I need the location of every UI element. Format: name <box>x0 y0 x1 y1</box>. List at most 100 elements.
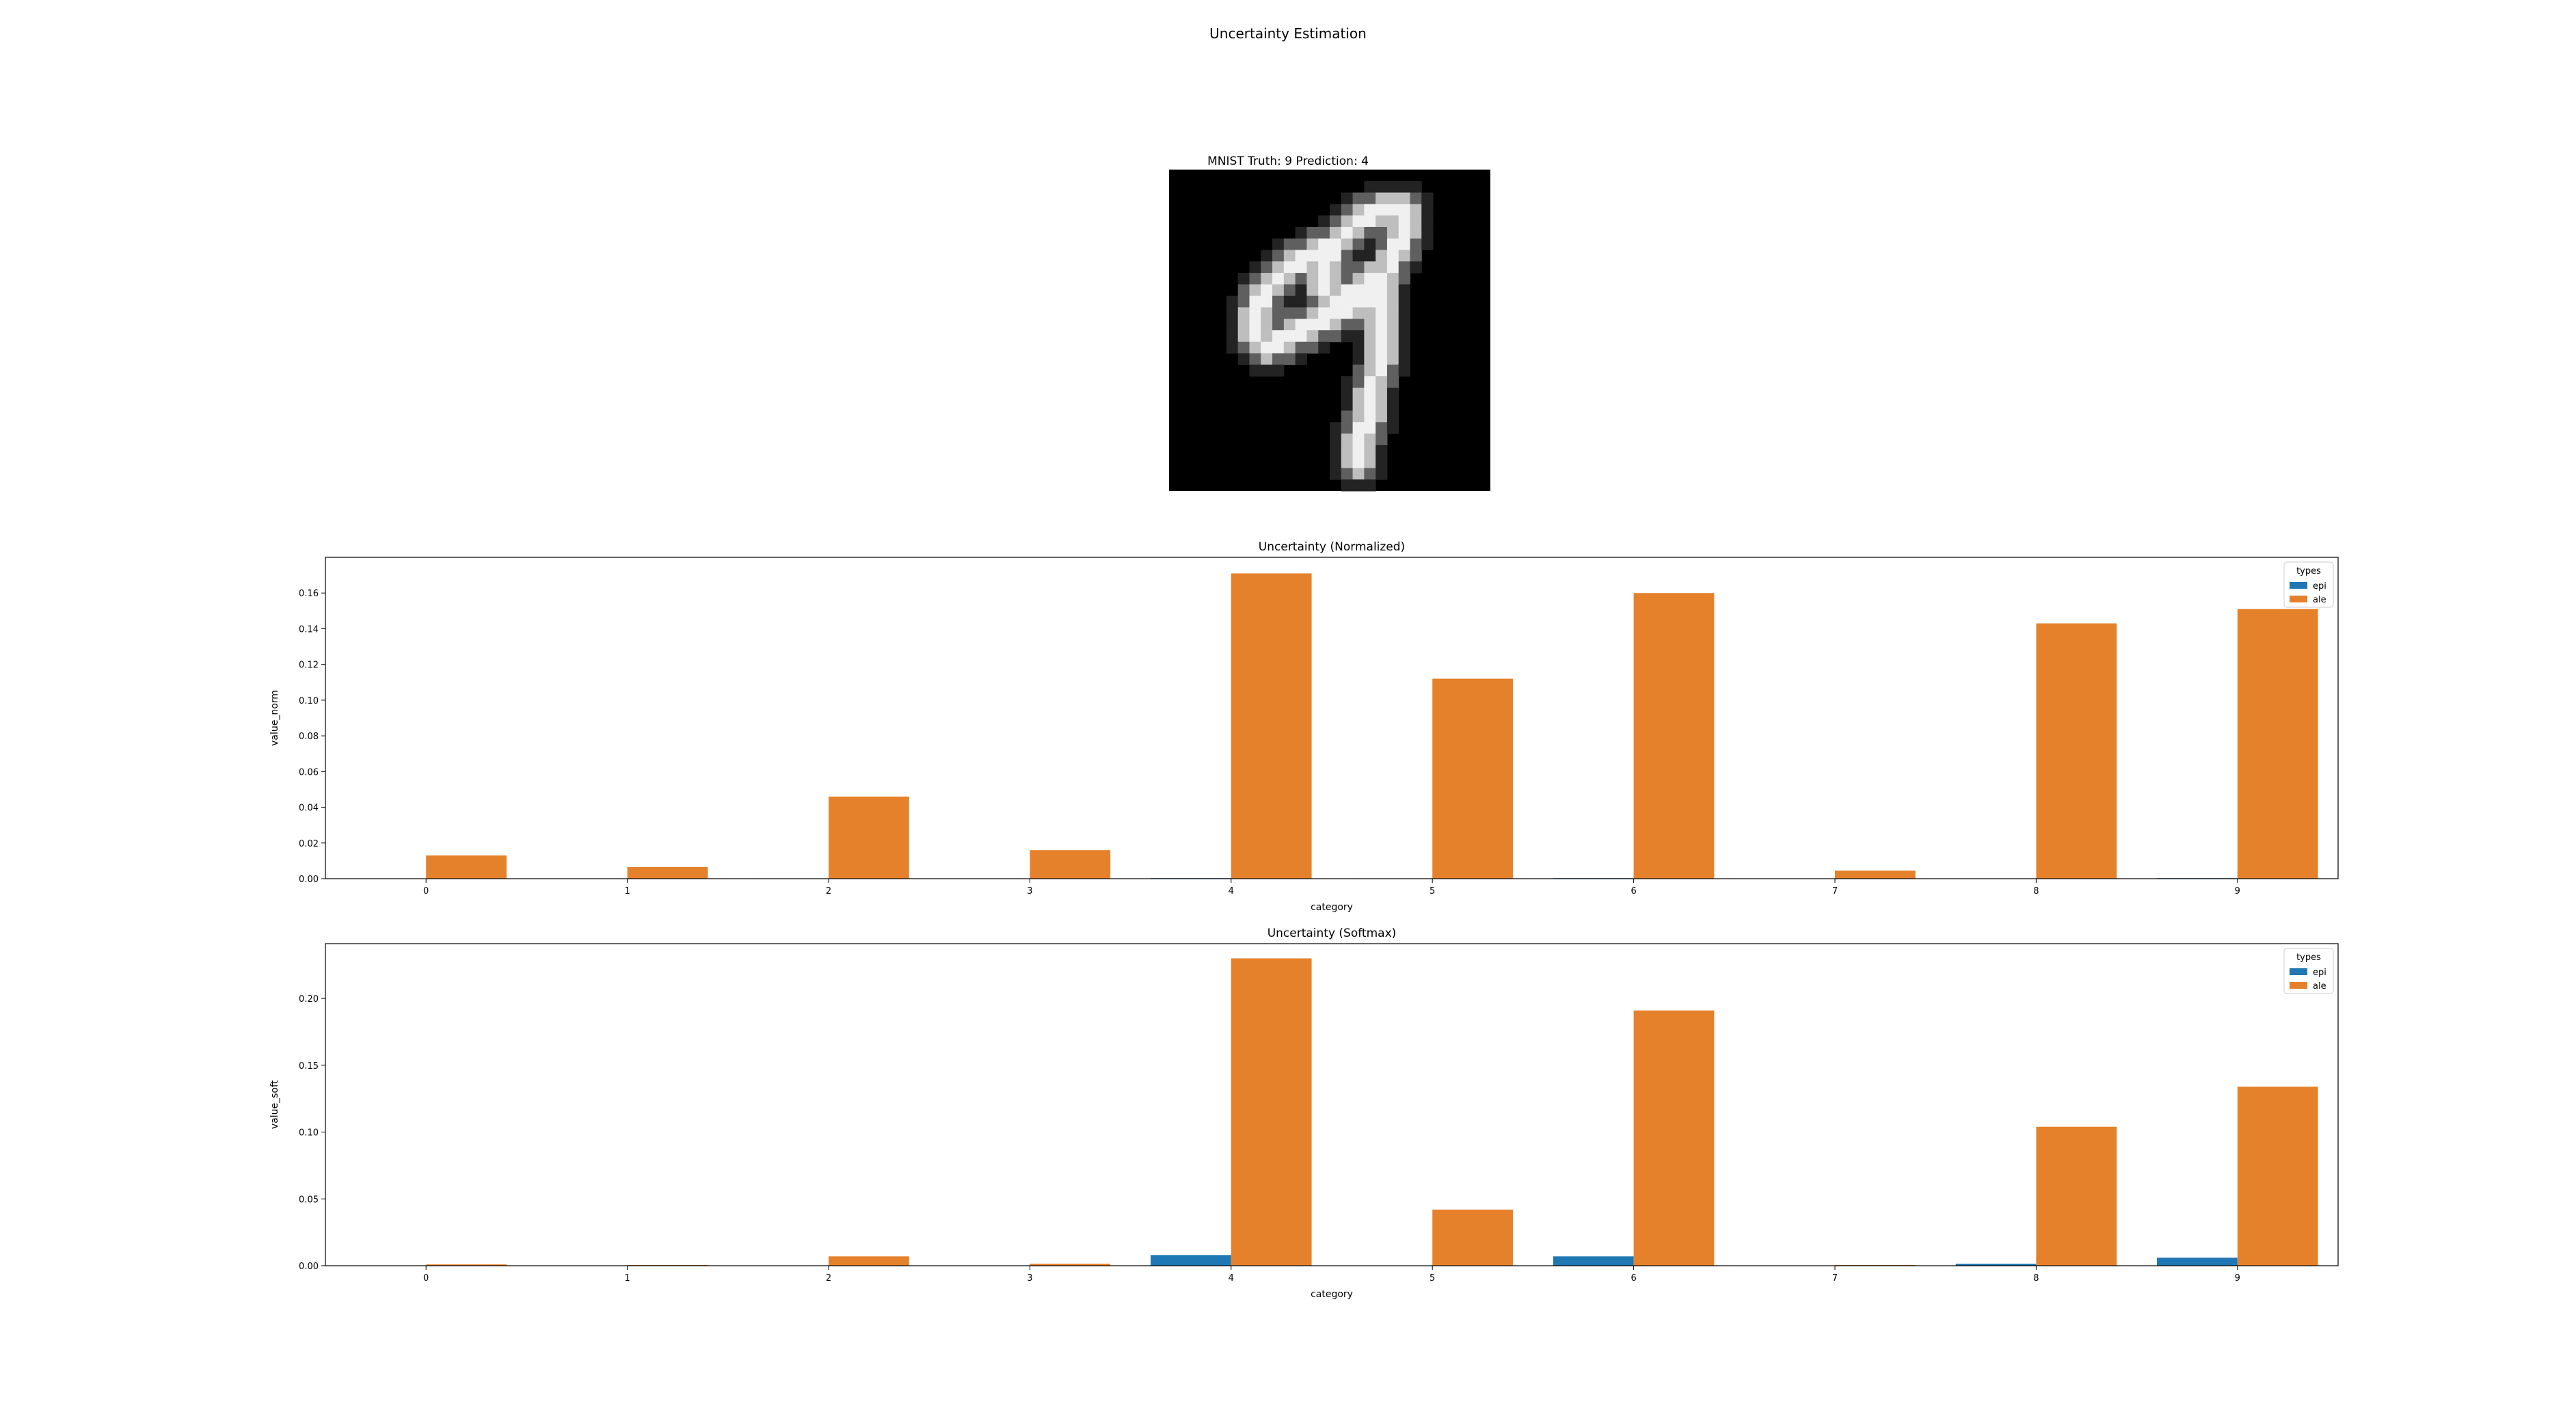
digit-pixel <box>1398 364 1410 377</box>
digit-pixel <box>1410 215 1422 228</box>
digit-pixel <box>1352 226 1365 239</box>
digit-pixel <box>1341 434 1354 446</box>
digit-pixel <box>1237 273 1250 285</box>
digit-pixel <box>1352 261 1365 274</box>
digit-pixel <box>1306 307 1319 319</box>
digit-pixel <box>1421 192 1434 204</box>
digit-pixel <box>1398 295 1410 308</box>
digit-pixel <box>1376 410 1388 423</box>
digit-pixel <box>1352 456 1365 468</box>
mnist-image-panel: MNIST Truth: 9 Prediction: 4 <box>1169 155 1490 492</box>
digit-pixel <box>1364 341 1376 354</box>
axes-frame <box>325 557 2339 879</box>
digit-pixel <box>1341 376 1354 388</box>
y-tick-label: 0.10 <box>299 696 319 706</box>
digit-pixel <box>1364 330 1376 343</box>
digit-pixel <box>1237 341 1250 354</box>
x-tick-label: 1 <box>624 886 630 896</box>
digit-pixel <box>1249 330 1261 343</box>
digit-pixel <box>1386 422 1399 434</box>
digit-pixel <box>1226 330 1239 343</box>
digit-pixel <box>1261 261 1273 274</box>
digit-pixel <box>1376 204 1388 216</box>
digit-pixel <box>1410 192 1422 204</box>
x-tick-label: 1 <box>624 1273 630 1283</box>
digit-pixel <box>1352 410 1365 423</box>
digit-pixel <box>1352 273 1365 285</box>
digit-pixel <box>1330 284 1342 297</box>
x-tick-label: 7 <box>1832 1273 1838 1283</box>
digit-pixel <box>1398 204 1410 216</box>
digit-pixel <box>1352 238 1365 250</box>
digit-pixel <box>1352 192 1365 204</box>
digit-pixel <box>1386 364 1399 377</box>
digit-pixel <box>1249 284 1261 297</box>
digit-pixel <box>1376 364 1388 377</box>
digit-pixel <box>1376 444 1388 457</box>
digit-pixel <box>1306 284 1319 297</box>
x-tick-label: 8 <box>2033 886 2039 896</box>
legend-label-ale: ale <box>2313 981 2326 992</box>
digit-pixel <box>1364 410 1376 423</box>
legend-label-epi: epi <box>2313 968 2326 978</box>
digit-pixel <box>1330 422 1342 434</box>
digit-pixel <box>1352 399 1365 411</box>
digit-pixel <box>1341 192 1354 204</box>
digit-pixel <box>1249 273 1261 285</box>
digit-pixel <box>1341 479 1354 492</box>
digit-pixel <box>1272 319 1285 331</box>
bar-epi-4 <box>1151 1255 1231 1266</box>
digit-pixel <box>1272 295 1285 308</box>
y-tick-label: 0.06 <box>299 767 319 777</box>
x-tick-label: 9 <box>2235 886 2240 896</box>
bar-ale-0 <box>426 1264 507 1266</box>
digit-pixel <box>1364 376 1376 388</box>
bar-ale-3 <box>1030 1264 1111 1266</box>
digit-pixel <box>1306 238 1319 250</box>
digit-pixel <box>1283 295 1296 308</box>
digit-pixel <box>1341 273 1354 285</box>
digit-pixel <box>1398 181 1410 194</box>
digit-pixel <box>1295 273 1307 285</box>
digit-pixel <box>1226 341 1239 354</box>
digit-pixel <box>1352 215 1365 228</box>
digit-pixel <box>1283 250 1296 262</box>
y-tick-label: 0.00 <box>299 875 319 885</box>
bar-epi-6 <box>1553 1256 1634 1266</box>
digit-pixel <box>1283 284 1296 297</box>
bar-epi-9 <box>2157 1258 2238 1266</box>
digit-pixel <box>1398 226 1410 239</box>
digit-pixel <box>1364 468 1376 480</box>
bar-ale-8 <box>2036 623 2117 879</box>
digit-pixel <box>1398 215 1410 228</box>
digit-pixel <box>1226 295 1239 308</box>
digit-pixel <box>1318 238 1330 250</box>
bar-ale-2 <box>829 796 909 879</box>
digit-pixel <box>1283 341 1296 354</box>
legend-swatch-epi <box>2290 968 2307 975</box>
y-tick-label: 0.00 <box>299 1262 319 1272</box>
digit-pixel <box>1352 204 1365 216</box>
x-tick-label: 4 <box>1229 1273 1234 1283</box>
bar-ale-7 <box>1835 870 1916 879</box>
x-tick-label: 9 <box>2235 1273 2240 1283</box>
digit-pixel <box>1398 238 1410 250</box>
digit-pixel <box>1376 341 1388 354</box>
digit-pixel <box>1376 307 1388 319</box>
digit-pixel <box>1330 319 1342 331</box>
digit-pixel <box>1364 238 1376 250</box>
digit-pixel <box>1386 226 1399 239</box>
bar-ale-3 <box>1030 850 1111 879</box>
digit-pixel <box>1364 422 1376 434</box>
digit-pixel <box>1237 295 1250 308</box>
digit-pixel <box>1386 295 1399 308</box>
bar-ale-4 <box>1231 573 1312 879</box>
x-tick-label: 7 <box>1832 886 1838 896</box>
digit-pixel <box>1306 250 1319 262</box>
digit-pixel <box>1410 250 1422 262</box>
digit-pixel <box>1376 319 1388 331</box>
digit-pixel <box>1261 307 1273 319</box>
digit-pixel <box>1318 341 1330 354</box>
digit-pixel <box>1364 399 1376 411</box>
